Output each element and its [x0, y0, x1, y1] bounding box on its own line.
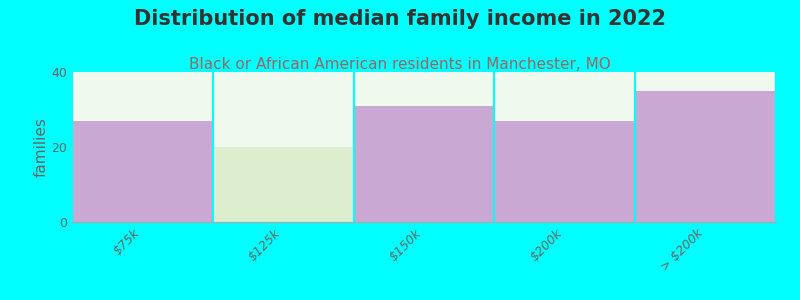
- Text: Black or African American residents in Manchester, MO: Black or African American residents in M…: [189, 57, 611, 72]
- Text: Distribution of median family income in 2022: Distribution of median family income in …: [134, 9, 666, 29]
- Bar: [72, 121, 213, 222]
- Bar: [635, 91, 776, 222]
- Bar: [494, 121, 635, 222]
- Y-axis label: families: families: [34, 117, 49, 177]
- Bar: [354, 106, 494, 222]
- Bar: [213, 147, 354, 222]
